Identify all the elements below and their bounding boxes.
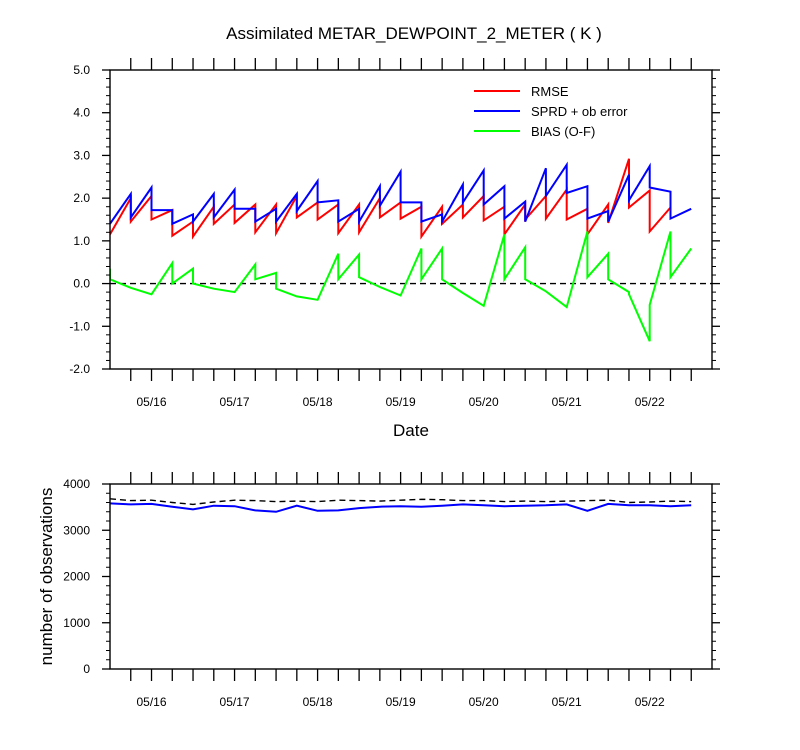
- y-tick-label: 1.0: [73, 234, 90, 248]
- x-axis-title: Date: [393, 421, 429, 440]
- x-tick-label: 05/18: [303, 695, 333, 709]
- series-group: [110, 158, 693, 342]
- bottom-chart: 05/16 05/17 05/18 05/19 05/20 05/21 05/22 0 1000…: [37, 472, 720, 709]
- y-tick-label: 2.0: [73, 191, 90, 205]
- y-tick-label: 2000: [63, 570, 90, 584]
- x-tick-label: 05/17: [220, 395, 250, 409]
- legend-label-2: BIAS (O-F): [531, 124, 595, 139]
- y-tick-label: -1.0: [69, 319, 90, 333]
- y-tick-label: 1000: [63, 616, 90, 630]
- x-tick-label: 05/21: [552, 695, 582, 709]
- x-tick-label: 05/16: [137, 695, 167, 709]
- legend-label-1: SPRD + ob error: [531, 104, 628, 119]
- y-tick-label: 4.0: [73, 106, 90, 120]
- x-tick-label: 05/20: [469, 395, 499, 409]
- series-line-1: [110, 161, 692, 226]
- y-tick-label: 4000: [63, 477, 90, 491]
- series-line-0: [110, 498, 692, 506]
- y-tick-label: 0.0: [73, 277, 90, 291]
- y-tick-label: 0: [83, 662, 90, 676]
- y-axis-title: number of observations: [37, 488, 56, 666]
- plot-frame: [109, 69, 713, 370]
- chart-title: Assimilated METAR_DEWPOINT_2_METER ( K ): [226, 24, 602, 43]
- legend-label-0: RMSE: [531, 84, 569, 99]
- x-tick-label: 05/22: [635, 395, 665, 409]
- x-tick-label: 05/19: [386, 395, 416, 409]
- series-line-1: [110, 502, 692, 513]
- x-tick-label: 05/19: [386, 695, 416, 709]
- plot-frame: [109, 483, 713, 670]
- x-tick-label: 05/20: [469, 695, 499, 709]
- x-tick-label: 05/21: [552, 395, 582, 409]
- y-tick-label: -2.0: [69, 362, 90, 376]
- y-tick-label: 5.0: [73, 63, 90, 77]
- x-tick-label: 05/17: [220, 695, 250, 709]
- series-line-2: [110, 231, 693, 342]
- series-line-0: [110, 158, 672, 240]
- x-tick-label: 05/18: [303, 395, 333, 409]
- series-group: [110, 498, 692, 513]
- top-chart: Assimilated METAR_DEWPOINT_2_METER ( K )…: [69, 24, 720, 440]
- y-tick-label: 3000: [63, 523, 90, 537]
- x-tick-label: 05/22: [635, 695, 665, 709]
- x-tick-label: 05/16: [137, 395, 167, 409]
- y-tick-label: 3.0: [73, 148, 90, 162]
